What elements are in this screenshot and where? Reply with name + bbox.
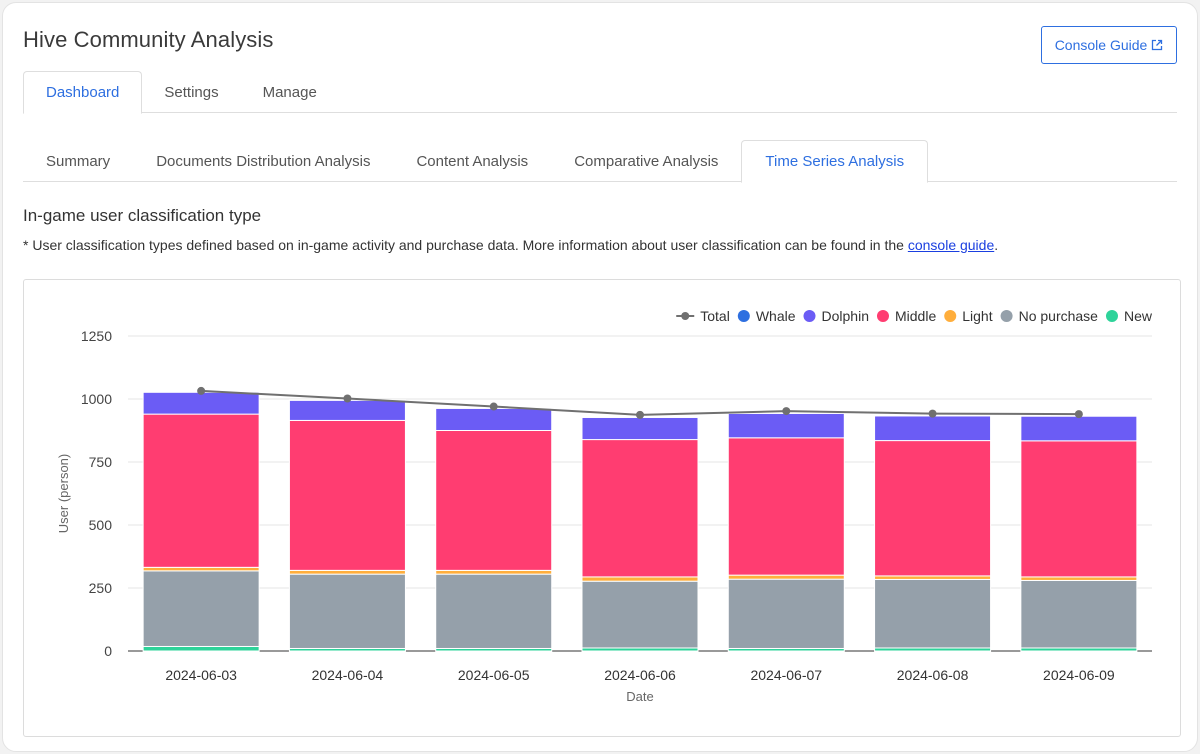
legend-marker bbox=[944, 310, 957, 322]
total-point bbox=[343, 394, 352, 403]
x-tick-label: 2024-06-09 bbox=[1043, 667, 1115, 683]
bar-segment-dolphin bbox=[1020, 415, 1138, 442]
console-guide-link[interactable]: console guide bbox=[907, 237, 995, 253]
subtab-time-series-analysis[interactable]: Time Series Analysis bbox=[741, 140, 929, 183]
bar-segment-dolphin bbox=[581, 416, 699, 441]
bar-segment-middle bbox=[1020, 440, 1138, 578]
console-guide-button[interactable]: Console Guide bbox=[1041, 26, 1177, 64]
chart-container: 0 250 500 750 1000 1250 User (person) 2024-06-0… bbox=[23, 279, 1181, 737]
y-axis-label: User (person) bbox=[56, 454, 71, 533]
bar-segment-no-purchase bbox=[1020, 579, 1138, 649]
subtab-comparative-analysis[interactable]: Comparative Analysis bbox=[574, 152, 719, 170]
x-tick-label: 2024-06-08 bbox=[897, 667, 969, 683]
note-suffix: . bbox=[994, 237, 999, 253]
bar-segment-light bbox=[435, 569, 553, 575]
bar-segment-no-purchase bbox=[581, 580, 699, 649]
total-point bbox=[489, 402, 498, 411]
x-tick-label: 2024-06-04 bbox=[312, 667, 384, 683]
tab-dashboard[interactable]: Dashboard bbox=[23, 71, 143, 114]
x-axis-label: Date bbox=[626, 689, 653, 704]
tab-manage[interactable]: Manage bbox=[262, 83, 317, 101]
legend-label: Whale bbox=[756, 308, 796, 324]
legend-label: No purchase bbox=[1019, 308, 1099, 324]
bar-segment-middle bbox=[288, 419, 406, 571]
section-title: In-game user classification type bbox=[23, 206, 262, 225]
console-guide-label: Console Guide bbox=[1054, 37, 1148, 53]
y-tick-label: 500 bbox=[89, 517, 113, 533]
total-point bbox=[636, 410, 644, 419]
total-point bbox=[197, 386, 206, 395]
bar-segment-new bbox=[142, 645, 260, 652]
top-tab-bar: Dashboard Settings Manage bbox=[23, 71, 1177, 114]
bar-segment-light bbox=[581, 576, 699, 582]
total-point bbox=[1074, 410, 1083, 419]
bar-segment-light bbox=[727, 574, 845, 580]
legend-label: Middle bbox=[895, 308, 936, 324]
legend-label: New bbox=[1124, 308, 1153, 324]
bar-segment-middle bbox=[874, 440, 992, 577]
stacked-bar-chart: 0 250 500 750 1000 1250 User (person) 2024-06-0… bbox=[56, 308, 1153, 704]
bar-segment-dolphin bbox=[288, 399, 406, 421]
legend-marker bbox=[1105, 310, 1118, 322]
bar-segment-light bbox=[288, 569, 406, 575]
subtab-summary[interactable]: Summary bbox=[46, 152, 111, 170]
bar-segment-dolphin bbox=[874, 415, 992, 442]
y-tick-label: 1000 bbox=[81, 391, 112, 407]
external-link-icon bbox=[1152, 39, 1163, 51]
total-point bbox=[928, 409, 937, 418]
subtab-documents-distribution[interactable]: Documents Distribution Analysis bbox=[156, 152, 371, 170]
bar-segment-middle bbox=[727, 437, 845, 576]
bar-segment-light bbox=[1020, 576, 1138, 581]
y-tick-label: 750 bbox=[89, 454, 113, 470]
bar-segment-middle bbox=[142, 413, 260, 568]
bar-segment-dolphin bbox=[142, 391, 260, 415]
bar-segment-middle bbox=[435, 430, 553, 571]
legend-label: Total bbox=[700, 308, 730, 324]
bar-segment-light bbox=[142, 566, 260, 572]
y-tick-label: 250 bbox=[89, 580, 113, 596]
x-tick-label: 2024-06-07 bbox=[750, 667, 822, 683]
bar-segment-middle bbox=[581, 439, 699, 578]
x-tick-label: 2024-06-03 bbox=[165, 667, 237, 683]
bar-segment-no-purchase bbox=[727, 578, 845, 649]
section-note: * User classification types defined base… bbox=[23, 237, 998, 253]
x-tick-label: 2024-06-05 bbox=[458, 667, 530, 683]
page-title: Hive Community Analysis bbox=[23, 27, 274, 52]
note-text: * User classification types defined base… bbox=[23, 237, 908, 253]
legend-marker bbox=[1000, 310, 1013, 322]
legend-marker bbox=[737, 310, 750, 322]
bar-segment-no-purchase bbox=[874, 578, 992, 649]
legend-label: Dolphin bbox=[822, 308, 869, 324]
bar-segment-no-purchase bbox=[288, 573, 406, 649]
x-tick-label: 2024-06-06 bbox=[604, 667, 676, 683]
legend-marker-dot bbox=[681, 312, 690, 320]
bar-segment-light bbox=[874, 575, 992, 580]
bar-segment-dolphin bbox=[435, 407, 553, 432]
total-point bbox=[782, 407, 791, 416]
legend-label: Light bbox=[962, 308, 992, 324]
tab-settings[interactable]: Settings bbox=[164, 83, 219, 101]
bar-segment-no-purchase bbox=[142, 570, 260, 647]
legend-marker bbox=[876, 310, 889, 322]
subtab-content-analysis[interactable]: Content Analysis bbox=[416, 152, 529, 170]
legend-marker bbox=[803, 310, 816, 322]
sub-tab-bar: Summary Documents Distribution Analysis … bbox=[23, 140, 1177, 183]
bar-segment-no-purchase bbox=[435, 573, 553, 649]
y-tick-label: 0 bbox=[104, 643, 112, 659]
y-tick-label: 1250 bbox=[81, 328, 112, 344]
bar-segment-dolphin bbox=[727, 412, 845, 439]
